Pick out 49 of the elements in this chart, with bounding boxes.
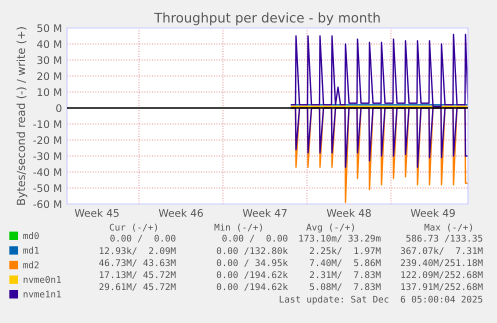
text: 29.61M/ 45.72M <box>99 283 176 291</box>
text: 239.40M/251.18M <box>400 259 483 267</box>
x-tick-label: Week 49 <box>410 208 455 217</box>
text: 0.00 /194.62k <box>216 283 288 291</box>
legend-label: nvme1n1 <box>24 290 61 298</box>
y-tick-label: 50 M <box>37 24 62 32</box>
legend-label: md2 <box>23 261 39 268</box>
x-tick-label: Week 46 <box>158 208 203 217</box>
legend-label: md1 <box>23 246 39 254</box>
y-tick-label: -40 M <box>33 168 62 176</box>
y-tick-label: -10 M <box>33 120 62 128</box>
text: 122.09M/252.68M <box>401 271 483 279</box>
y-tick-label: -30 M <box>33 152 62 160</box>
text: 46.73M/ 43.63M <box>99 259 176 267</box>
legend-label: md0 <box>23 232 39 240</box>
text: 0.00 / 34.95k <box>216 259 288 267</box>
y-axis-title: Bytes/second read (-) / write (+) <box>16 27 28 205</box>
text: 0.00 / 0.00 <box>222 234 288 242</box>
y-tick-label: -20 M <box>33 136 62 144</box>
text: 2.31M/ 7.83M <box>310 271 381 279</box>
text: 0.00 / 0.00 <box>110 234 176 242</box>
text: Max (-/+) <box>424 224 472 232</box>
text: 2.25k/ 1.97M <box>310 247 381 255</box>
text: Last update: Sat Dec 6 05:00:04 2025 <box>280 296 482 304</box>
y-tick-label: 20 M <box>37 72 62 80</box>
y-tick-label: 0 <box>56 104 62 112</box>
chart-title: Throughput per device - by month <box>154 12 380 26</box>
legend-label: nvme0n1 <box>24 276 61 283</box>
text: Cur (-/+) <box>110 224 157 232</box>
y-tick-label: 40 M <box>37 40 62 48</box>
y-tick-label: 30 M <box>37 56 62 64</box>
y-tick-label: -60 M <box>33 200 62 208</box>
text: Min (-/+) <box>214 224 262 232</box>
text: 7.40M/ 5.86M <box>310 259 381 267</box>
text: 367.07k/ 7.31M <box>400 247 483 255</box>
text: 0.00 /194.62k <box>216 271 288 279</box>
x-tick-label: Week 45 <box>74 208 119 217</box>
text: 12.93k/ 2.09M <box>100 247 176 255</box>
text: 586.73 /133.35 <box>406 234 482 242</box>
text: 5.08M/ 7.83M <box>310 283 381 291</box>
text: 137.91M/252.68M <box>401 283 483 291</box>
x-tick-label: Week 48 <box>326 208 371 217</box>
text: 17.13M/ 45.72M <box>100 271 176 279</box>
y-tick-label: -50 M <box>33 184 62 192</box>
text: Avg (-/+) <box>306 224 354 232</box>
text: 0.00 /132.80k <box>216 247 288 255</box>
text: 173.10m/ 33.29m <box>299 234 381 242</box>
x-tick-label: Week 47 <box>242 208 287 217</box>
y-tick-label: 10 M <box>38 88 62 96</box>
